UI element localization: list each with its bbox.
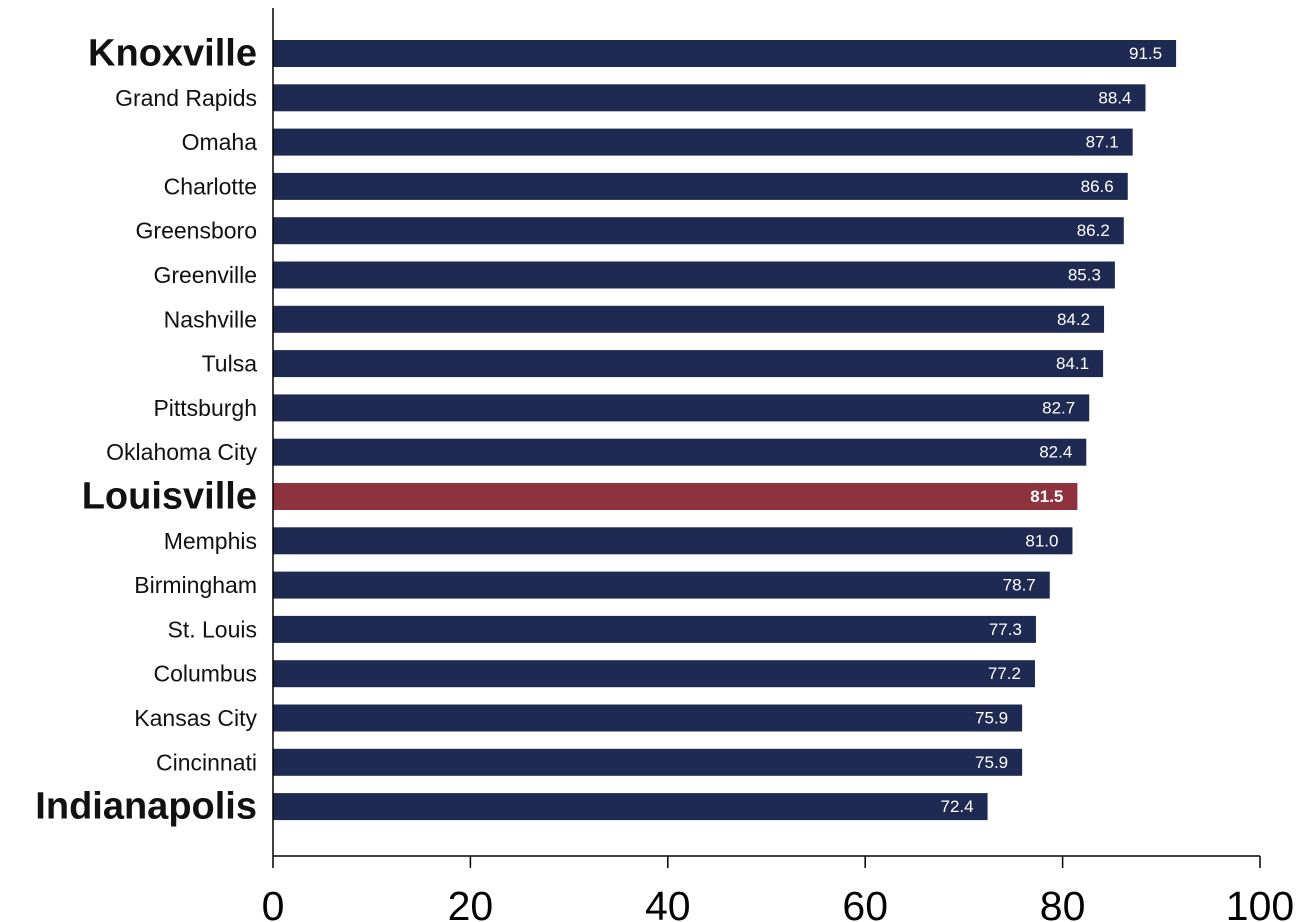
x-tick-label-80: 80 [1040,883,1086,922]
category-label-kansas-city: Kansas City [134,705,257,731]
bar-greensboro [273,217,1124,245]
bar-charlotte [273,172,1128,200]
bar-indianapolis [273,793,988,821]
category-label-cincinnati: Cincinnati [156,749,257,775]
value-label-birmingham: 78.7 [1003,576,1036,595]
value-label-greenville: 85.3 [1068,266,1101,285]
bar-pittsburgh [273,394,1090,422]
category-label-greensboro: Greensboro [136,218,257,244]
category-label-oklahoma-city: Oklahoma City [106,439,257,465]
value-label-st-louis: 77.3 [989,620,1022,639]
x-tick-label-20: 20 [448,883,494,922]
category-label-grand-rapids: Grand Rapids [115,85,257,111]
bar-kansas-city [273,704,1023,732]
x-tick-label-40: 40 [645,883,691,922]
bar-columbus [273,660,1035,688]
bar-oklahoma-city [273,438,1087,466]
value-label-columbus: 77.2 [988,664,1021,683]
value-label-oklahoma-city: 82.4 [1039,443,1072,462]
x-tick-label-0: 0 [262,883,285,922]
bar-tulsa [273,350,1104,378]
value-label-pittsburgh: 82.7 [1042,398,1075,417]
value-label-charlotte: 86.6 [1081,177,1114,196]
category-labels: Knoxville Grand Rapids Omaha Charlotte Green… [35,33,257,828]
bar-nashville [273,305,1105,333]
bar-omaha [273,128,1133,156]
value-label-louisville: 81.5 [1030,487,1063,506]
category-label-omaha: Omaha [182,129,258,155]
bar-louisville [273,483,1078,510]
value-label-memphis: 81.0 [1025,531,1058,550]
category-label-nashville: Nashville [164,306,257,332]
value-label-knoxville: 91.5 [1129,44,1162,63]
value-label-kansas-city: 75.9 [975,709,1008,728]
value-label-cincinnati: 75.9 [975,753,1008,772]
value-label-nashville: 84.2 [1057,310,1090,329]
bar-st-louis [273,615,1036,643]
value-label-omaha: 87.1 [1086,133,1119,152]
value-label-tulsa: 84.1 [1056,354,1089,373]
bar-grand-rapids [273,84,1146,112]
category-label-pittsburgh: Pittsburgh [153,395,257,421]
bar-knoxville [273,40,1177,67]
x-tick-label-60: 60 [842,883,888,922]
bar-memphis [273,527,1073,555]
category-label-louisville: Louisville [82,476,257,518]
x-ticks: 0 20 40 60 80 100 [262,856,1294,922]
value-label-indianapolis: 72.4 [940,797,973,816]
value-label-grand-rapids: 88.4 [1098,88,1131,107]
category-label-columbus: Columbus [153,661,257,687]
value-label-greensboro: 86.2 [1077,221,1110,240]
category-label-greenville: Greenville [153,262,257,288]
category-label-st-louis: St. Louis [168,616,258,642]
bar-birmingham [273,571,1050,599]
category-label-charlotte: Charlotte [164,173,257,199]
category-label-birmingham: Birmingham [134,572,257,598]
category-label-tulsa: Tulsa [202,351,258,377]
bars-group [273,40,1177,821]
category-label-knoxville: Knoxville [88,33,257,75]
category-label-memphis: Memphis [164,528,257,554]
axes [272,8,1260,857]
x-tick-label-100: 100 [1226,883,1294,922]
bar-greenville [273,261,1115,289]
value-labels: 91.5 88.4 87.1 86.6 86.2 85.3 84.2 84.1 82.7 82.4… [940,44,1162,816]
bar-cincinnati [273,748,1023,776]
category-label-indianapolis: Indianapolis [35,786,257,828]
